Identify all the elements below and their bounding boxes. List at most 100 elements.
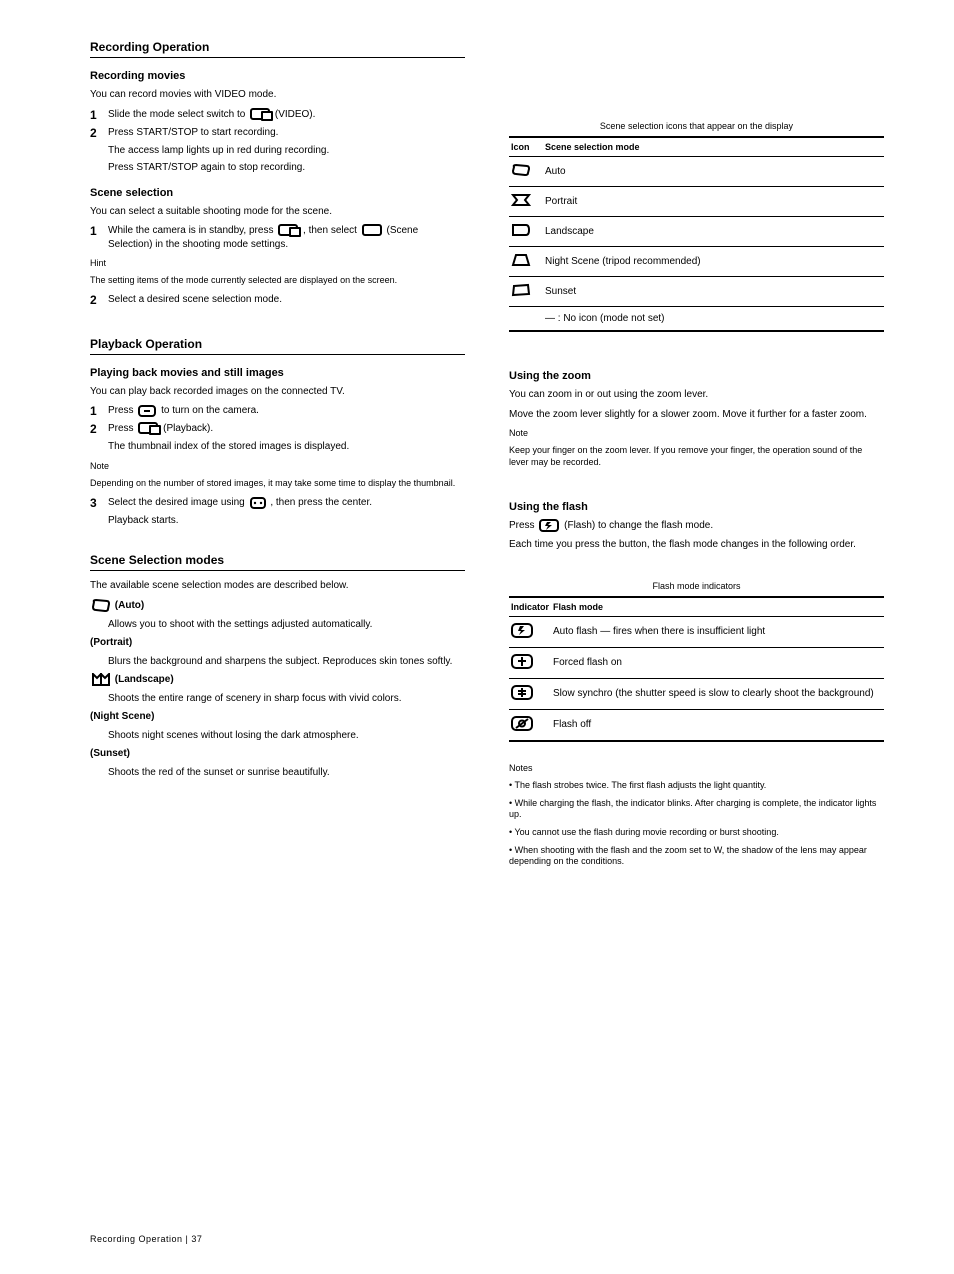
step: 2 Press (Playback). — [90, 422, 465, 436]
step-text: Press (Playback). — [108, 422, 465, 436]
mode-row: (Night Scene) — [90, 710, 465, 724]
note-bullet: • When shooting with the flash and the z… — [509, 845, 884, 868]
dpad-icon — [250, 497, 266, 509]
landscape-mode-icon — [92, 673, 110, 686]
heading-scene-selection: Scene selection — [90, 187, 465, 199]
heading-zoom: Using the zoom — [509, 370, 884, 382]
auto-icon — [511, 163, 531, 177]
mode-row: (Auto) — [90, 599, 465, 613]
power-icon — [138, 405, 156, 417]
step: 1 Press to turn on the camera. — [90, 404, 465, 418]
note-heading: Note — [509, 427, 884, 439]
scene-icon-table: Icon Scene selection mode Auto Portrait … — [509, 136, 884, 332]
para: Move the zoom lever slightly for a slowe… — [509, 408, 884, 422]
heading-flash: Using the flash — [509, 501, 884, 513]
table-caption: Flash mode indicators — [509, 580, 884, 592]
video-mode-icon — [250, 108, 270, 120]
table-row: Forced flash on — [509, 647, 884, 678]
scene-icon — [362, 224, 382, 236]
para: You can record movies with VIDEO mode. — [90, 88, 465, 102]
para: You can select a suitable shooting mode … — [90, 205, 465, 219]
night-scene-icon — [511, 253, 531, 267]
step-text: While the camera is in standby, press , … — [108, 224, 465, 251]
mode-row: (Sunset) — [90, 747, 465, 761]
step: 1 Slide the mode select switch to (VIDEO… — [90, 108, 465, 122]
step-number: 2 — [90, 422, 102, 436]
flash-on-icon — [511, 654, 533, 669]
left-column: Recording Operation Recording movies You… — [90, 40, 465, 874]
table-row: Landscape — [509, 217, 884, 247]
step: 2 Press START/STOP to start recording. — [90, 126, 465, 140]
note-body: Depending on the number of stored images… — [90, 478, 465, 490]
step-text: Select a desired scene selection mode. — [108, 293, 465, 307]
step-number: 2 — [90, 293, 102, 307]
mode-desc: Blurs the background and sharpens the su… — [108, 655, 465, 669]
mode-desc: Shoots night scenes without losing the d… — [108, 729, 465, 743]
table-row: — : No icon (mode not set) — [509, 307, 884, 332]
table-row: Night Scene (tripod recommended) — [509, 247, 884, 277]
section-title-playback: Playback Operation — [90, 337, 465, 355]
step-text: Select the desired image using , then pr… — [108, 496, 465, 510]
right-column: Scene selection icons that appear on the… — [509, 40, 884, 874]
table-row: Sunset — [509, 277, 884, 307]
flash-off-icon — [511, 716, 533, 731]
flash-mode-table: Indicator Flash mode Auto flash — fires … — [509, 596, 884, 742]
notes-heading: Notes — [509, 762, 884, 774]
note-body: Keep your finger on the zoom lever. If y… — [509, 445, 884, 468]
step-text: Press to turn on the camera. — [108, 404, 465, 418]
para: The available scene selection modes are … — [90, 579, 465, 593]
step-sub: The thumbnail index of the stored images… — [108, 440, 465, 454]
landscape-icon — [511, 223, 531, 237]
step-sub: The access lamp lights up in red during … — [108, 144, 465, 158]
note-bullet: • You cannot use the flash during movie … — [509, 827, 884, 839]
note-bullet: • The flash strobes twice. The first fla… — [509, 780, 884, 792]
playback-button-icon — [138, 422, 158, 434]
note-bullet: • While charging the flash, the indicato… — [509, 798, 884, 821]
portrait-icon — [511, 193, 531, 207]
flash-slow-icon — [511, 685, 533, 700]
col-header-icon: Icon — [509, 137, 543, 157]
auto-mode-icon — [92, 599, 110, 612]
section-title-scene-modes: Scene Selection modes — [90, 553, 465, 571]
menu-button-icon — [278, 224, 298, 236]
step-number: 1 — [90, 224, 102, 238]
mode-desc: Allows you to shoot with the settings ad… — [108, 618, 465, 632]
table-row: Auto flash — fires when there is insuffi… — [509, 616, 884, 647]
flash-auto-icon — [511, 623, 533, 638]
step-number: 3 — [90, 496, 102, 510]
step: 3 Select the desired image using , then … — [90, 496, 465, 510]
para: Each time you press the button, the flas… — [509, 538, 884, 552]
sunset-icon — [511, 283, 531, 297]
hint-heading: Hint — [90, 257, 465, 269]
col-header-mode: Scene selection mode — [543, 137, 884, 157]
mode-row: (Portrait) — [90, 636, 465, 650]
step-number: 2 — [90, 126, 102, 140]
table-row: Auto — [509, 157, 884, 187]
table-row: Portrait — [509, 187, 884, 217]
mode-desc: Shoots the entire range of scenery in sh… — [108, 692, 465, 706]
step-sub: Press START/STOP again to stop recording… — [108, 161, 465, 175]
section-title-recording: Recording Operation — [90, 40, 465, 58]
mode-row: (Landscape) — [90, 673, 465, 687]
step-text: Slide the mode select switch to (VIDEO). — [108, 108, 465, 122]
page-footer: Recording Operation | 37 — [90, 1234, 884, 1244]
heading-playback: Playing back movies and still images — [90, 367, 465, 379]
step: 2 Select a desired scene selection mode. — [90, 293, 465, 307]
para: You can play back recorded images on the… — [90, 385, 465, 399]
step-number: 1 — [90, 108, 102, 122]
step-sub: Playback starts. — [108, 514, 465, 528]
hint-body: The setting items of the mode currently … — [90, 275, 465, 287]
step-text: Press START/STOP to start recording. — [108, 126, 465, 140]
flash-button-icon — [539, 519, 559, 532]
heading-recording-movies: Recording movies — [90, 70, 465, 82]
note-heading: Note — [90, 460, 465, 472]
mode-desc: Shoots the red of the sunset or sunrise … — [108, 766, 465, 780]
step-number: 1 — [90, 404, 102, 418]
col-header-flash-mode: Flash mode — [551, 597, 884, 617]
table-row: Slow synchro (the shutter speed is slow … — [509, 678, 884, 709]
col-header-indicator: Indicator — [509, 597, 551, 617]
step: 1 While the camera is in standby, press … — [90, 224, 465, 251]
table-row: Flash off — [509, 709, 884, 741]
table-caption: Scene selection icons that appear on the… — [509, 120, 884, 132]
para: Press (Flash) to change the flash mode. — [509, 519, 884, 533]
